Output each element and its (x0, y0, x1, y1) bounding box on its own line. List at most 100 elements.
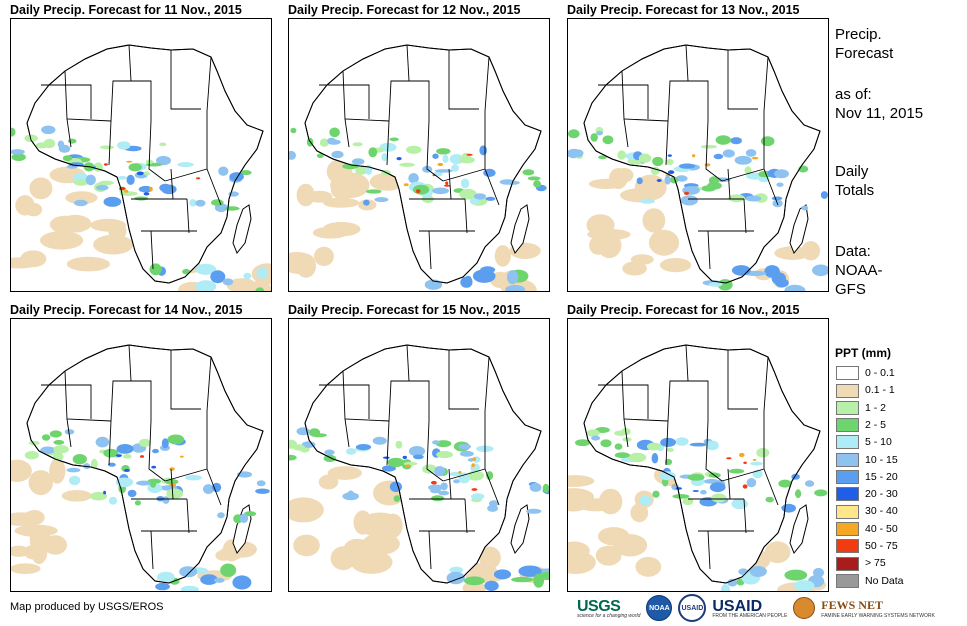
precip-cell (745, 195, 762, 202)
precip-cell (758, 177, 770, 183)
country-border (667, 80, 709, 122)
legend-item: 30 - 40 (836, 504, 898, 519)
precip-cell (613, 534, 648, 557)
precip-cell (784, 284, 806, 291)
map-canvas (568, 44, 828, 291)
precip-cell (244, 511, 257, 517)
precip-cell (139, 455, 145, 458)
precip-cell (774, 246, 811, 260)
precip-cell (722, 149, 735, 158)
precip-cell (229, 172, 244, 182)
precip-cell (99, 145, 115, 150)
precip-cell (469, 197, 481, 205)
country-border (186, 498, 190, 534)
precip-cell (596, 131, 603, 136)
partner-logos: USGS science for a changing world NOAA U… (577, 594, 935, 622)
precip-cell (28, 440, 40, 446)
precip-cell (648, 229, 680, 256)
precip-cell (507, 270, 519, 285)
precip-cell (65, 191, 98, 205)
precip-cell (630, 254, 654, 265)
precip-cell (692, 490, 699, 492)
precip-cell (473, 193, 486, 200)
precip-cell (256, 480, 266, 487)
precip-cell (157, 571, 175, 583)
precip-cell (434, 466, 446, 477)
precip-cell (595, 545, 622, 566)
totals-block: Daily Totals (835, 162, 874, 200)
country-border (448, 350, 479, 410)
precip-cell (720, 584, 731, 591)
precip-cell (711, 493, 727, 503)
precip-cell (529, 482, 542, 492)
precip-cell (617, 150, 626, 160)
precip-cell (458, 471, 462, 474)
precip-cell (103, 490, 107, 495)
precip-cell (689, 442, 708, 447)
madagascar-outline (232, 204, 252, 254)
precip-cell (598, 488, 623, 515)
precip-cell (460, 178, 470, 189)
precip-cell (449, 566, 464, 574)
precip-cell (640, 198, 655, 204)
precip-cell (313, 246, 334, 266)
precip-cell (416, 189, 421, 194)
precip-cell (727, 578, 738, 587)
side-title-line2: Forecast (835, 45, 894, 62)
precip-cell (472, 269, 496, 283)
legend-label: 1 - 2 (865, 401, 887, 414)
precip-cell (290, 127, 297, 134)
precip-cell (123, 454, 132, 459)
precip-cell (323, 197, 360, 208)
precip-cell (324, 449, 335, 456)
precip-cell (568, 129, 580, 139)
legend-swatch (836, 521, 859, 536)
precip-cell (329, 127, 340, 138)
coastline (304, 344, 542, 584)
precip-cell (684, 191, 690, 195)
precip-cell (195, 263, 217, 275)
legend-label: 0 - 0.1 (865, 367, 895, 379)
precip-cell (90, 491, 107, 501)
precip-cell (363, 199, 370, 206)
precip-cell (108, 462, 116, 467)
precip-cell (813, 567, 824, 578)
precip-cell (66, 467, 81, 473)
precip-cell (602, 135, 614, 145)
precip-cell (471, 488, 478, 491)
precip-cell (41, 125, 56, 135)
precip-cell (436, 148, 451, 155)
country-border (128, 44, 132, 82)
country-border (41, 384, 92, 419)
precip-cell (432, 153, 439, 159)
precip-cell (182, 268, 191, 275)
precip-cell (675, 487, 682, 490)
precip-cell (115, 477, 134, 488)
precip-cell (293, 534, 320, 557)
precip-cell (345, 448, 357, 455)
precip-cell (151, 465, 157, 469)
country-border (707, 230, 711, 270)
legend-item: 0.1 - 1 (836, 383, 895, 398)
precip-cell (25, 202, 43, 217)
precip-cell (177, 162, 194, 168)
precip-cell (143, 171, 150, 176)
panel-title: Daily Precip. Forecast for 11 Nov., 2015 (10, 3, 242, 17)
precip-cell (368, 147, 378, 158)
precip-cell (451, 164, 459, 172)
legend-swatch (836, 470, 859, 485)
legend-item: No Data (836, 573, 904, 589)
precip-cell (443, 184, 451, 187)
precip-cell (124, 468, 130, 472)
precip-cell (406, 145, 422, 154)
precip-cell (218, 166, 229, 176)
precip-cell (372, 436, 387, 445)
precip-map (10, 18, 272, 292)
country-border (170, 50, 201, 110)
precip-cell (764, 541, 791, 564)
precip-cell (393, 495, 401, 502)
precip-cell (422, 464, 438, 474)
country-border (707, 530, 711, 570)
precip-cell (730, 137, 742, 145)
legend-item: > 75 (836, 556, 886, 571)
